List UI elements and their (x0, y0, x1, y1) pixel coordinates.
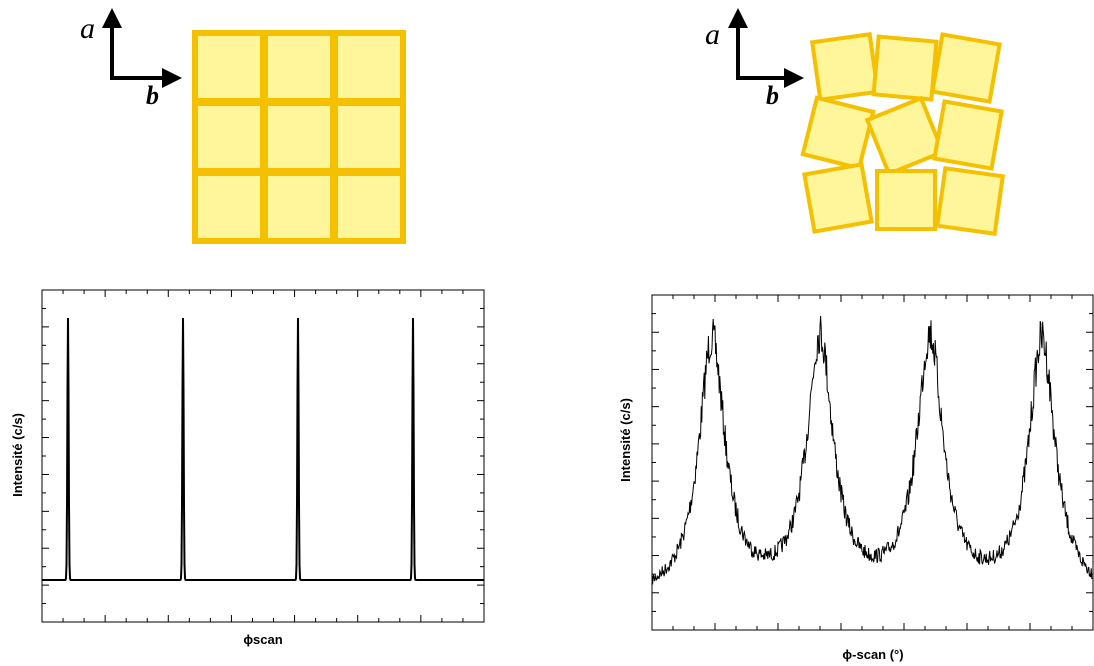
y-axis-label: Intensité (c/s) (10, 413, 25, 497)
ordered-grid (192, 30, 406, 244)
grain (268, 36, 330, 98)
x-axis-label: ϕscan (243, 632, 282, 647)
grain (198, 36, 260, 98)
grain (338, 36, 400, 98)
right-plot: Intensité (c/s) ϕ-scan (°) (618, 294, 1094, 662)
disordered-grains (800, 31, 1006, 237)
x-axis-label: ϕ-scan (°) (842, 647, 903, 662)
axis-b-label: b (766, 81, 779, 110)
grain (198, 106, 260, 168)
grain (198, 176, 260, 238)
axis-a-label: a (705, 18, 720, 51)
grain (809, 31, 881, 103)
grain (338, 176, 400, 238)
left-axes: a b (80, 8, 182, 110)
grain (268, 106, 330, 168)
grain (932, 99, 1004, 171)
scan-curve (651, 315, 1093, 585)
grain (338, 106, 400, 168)
scan-curve (42, 317, 484, 581)
grain (930, 32, 1002, 104)
right-axes: a b (705, 8, 804, 110)
y-axis-label: Intensité (c/s) (618, 398, 633, 482)
grain (934, 165, 1006, 237)
grain (802, 162, 874, 234)
grain (871, 34, 939, 102)
grain (268, 176, 330, 238)
grain (864, 95, 946, 177)
grain (875, 169, 937, 231)
grain (800, 95, 876, 171)
axis-b-label: b (146, 81, 159, 110)
left-plot: Intensité (c/s) ϕscan (10, 289, 485, 647)
plot-frame (41, 289, 485, 623)
axis-a-label: a (80, 12, 95, 45)
